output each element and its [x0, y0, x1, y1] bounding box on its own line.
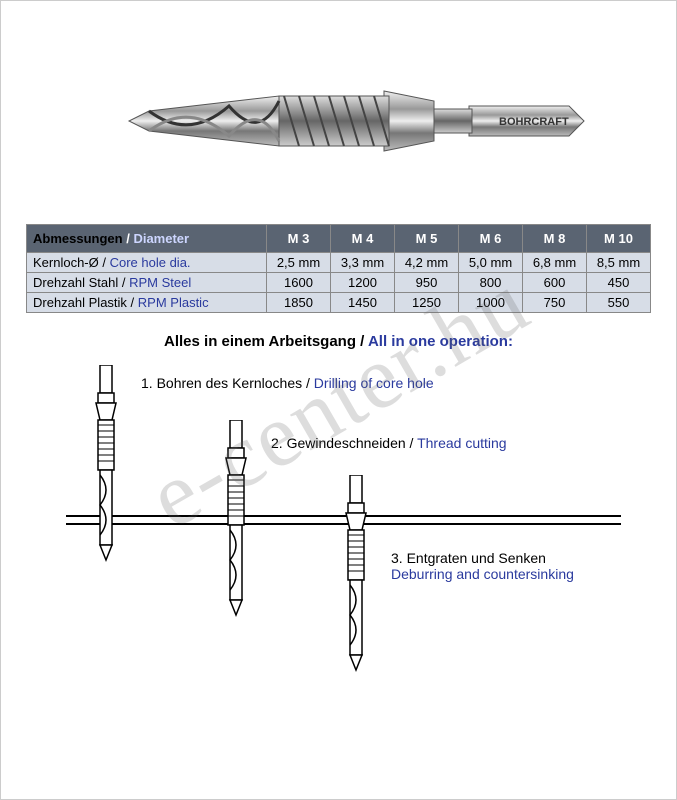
bit-step-3: [336, 475, 376, 675]
header-label-de: Abmessungen: [33, 231, 123, 246]
table-header-row: Abmessungen / Diameter M 3 M 4 M 5 M 6 M…: [27, 225, 651, 253]
row-label-cell: Kernloch-Ø / Core hole dia.: [27, 253, 267, 273]
step-1-label: 1. Bohren des Kernloches / Drilling of c…: [141, 375, 434, 391]
header-label-en: Diameter: [133, 231, 189, 246]
operations-diagram: 1. Bohren des Kernloches / Drilling of c…: [26, 365, 651, 685]
hero-tool-image: BOHRCRAFT: [26, 51, 651, 194]
header-label-cell: Abmessungen / Diameter: [27, 225, 267, 253]
table-body: Kernloch-Ø / Core hole dia. 2,5 mm 3,3 m…: [27, 253, 651, 313]
spec-table-wrap: Abmessungen / Diameter M 3 M 4 M 5 M 6 M…: [26, 224, 651, 313]
col-m6: M 6: [459, 225, 523, 253]
col-m3: M 3: [267, 225, 331, 253]
row-label-cell: Drehzahl Stahl / RPM Steel: [27, 273, 267, 293]
brand-text: BOHRCRAFT: [499, 116, 569, 128]
drill-tap-bit-svg: BOHRCRAFT: [89, 51, 589, 191]
col-m4: M 4: [331, 225, 395, 253]
col-m10: M 10: [587, 225, 651, 253]
col-m8: M 8: [523, 225, 587, 253]
step-3-label: 3. Entgraten und Senken Deburring and co…: [391, 550, 651, 582]
bit-step-1: [86, 365, 126, 565]
operations-title: Alles in einem Arbeitsgang / All in one …: [26, 333, 651, 350]
step-2-label: 2. Gewindeschneiden / Thread cutting: [271, 435, 507, 451]
spec-table: Abmessungen / Diameter M 3 M 4 M 5 M 6 M…: [26, 224, 651, 313]
col-m5: M 5: [395, 225, 459, 253]
row-label-cell: Drehzahl Plastik / RPM Plastic: [27, 293, 267, 313]
table-row: Kernloch-Ø / Core hole dia. 2,5 mm 3,3 m…: [27, 253, 651, 273]
bit-step-2: [216, 420, 256, 620]
page-content: BOHRCRAFT: [1, 1, 676, 705]
table-row: Drehzahl Plastik / RPM Plastic 1850 1450…: [27, 293, 651, 313]
table-row: Drehzahl Stahl / RPM Steel 1600 1200 950…: [27, 273, 651, 293]
